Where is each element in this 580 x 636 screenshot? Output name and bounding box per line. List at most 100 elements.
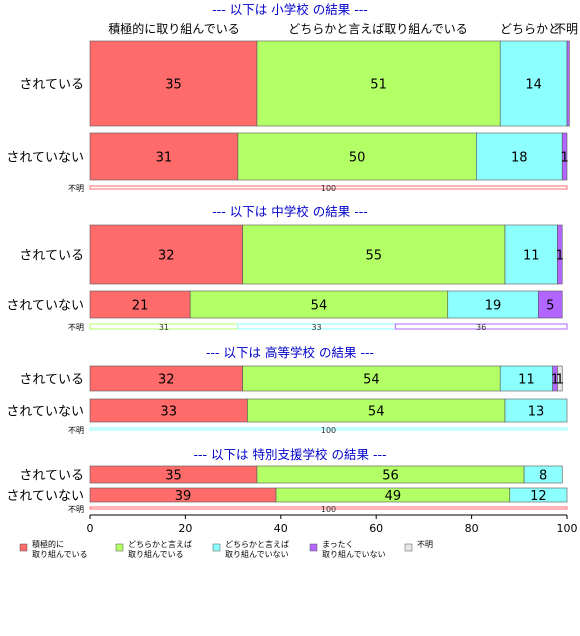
row-label: されていない [6, 151, 84, 166]
unknown-segment [89, 506, 568, 510]
legend-label: まったく [322, 540, 354, 549]
data-label: 50 [349, 151, 366, 166]
row-label: されていない [6, 489, 84, 504]
panel-title: --- 以下は 高等学校 の結果 --- [206, 345, 374, 360]
data-label: 12 [530, 489, 547, 504]
legend-label: 取り組んでいない [225, 549, 289, 559]
data-label: 21 [132, 299, 149, 314]
data-label: 49 [385, 489, 402, 504]
data-label: 18 [511, 151, 528, 166]
bar-segment [499, 40, 568, 127]
data-label: 11 [518, 373, 535, 388]
bar-segment [242, 365, 501, 392]
bar-segment [89, 224, 243, 285]
x-axis-tick-label: 0 [87, 522, 94, 535]
data-label: 54 [363, 373, 380, 388]
panel-title: --- 以下は 特別支援学校 の結果 --- [194, 447, 387, 462]
bar-segment [89, 40, 258, 127]
data-label: 31 [156, 151, 173, 166]
data-label: 33 [160, 405, 177, 420]
data-label: 14 [525, 78, 542, 93]
data-label: 35 [165, 78, 182, 93]
legend-label: 積極的に [32, 539, 64, 549]
unknown-data-label: 100 [321, 184, 336, 193]
row-label: されている [19, 469, 84, 484]
bar-segment [538, 290, 563, 319]
legend-label: 取り組んでいない [322, 549, 386, 559]
data-label: 1 [556, 373, 564, 388]
bar-segment [89, 132, 239, 181]
row-label: されている [19, 373, 84, 388]
data-label: 55 [366, 249, 383, 264]
legend-swatch [19, 543, 28, 552]
bar-segment [509, 487, 568, 503]
data-label: 8 [539, 469, 547, 484]
unknown-row-label: 不明 [68, 184, 84, 193]
top-category-label: どちらかと [500, 22, 560, 36]
data-label: 1 [556, 249, 564, 264]
data-label: 19 [485, 299, 502, 314]
legend-swatch [309, 543, 318, 552]
data-label: 1 [551, 373, 559, 388]
legend-label: 不明 [417, 540, 433, 549]
bar-segment [561, 132, 568, 181]
top-category-label: 不明 [554, 22, 578, 36]
bar-segment [189, 290, 449, 319]
x-axis-tick-label: 100 [557, 522, 578, 535]
data-label: 32 [158, 373, 175, 388]
unknown-row-label: 不明 [68, 426, 84, 435]
data-label: 39 [175, 489, 192, 504]
bar-segment [557, 365, 563, 392]
data-label: 5 [546, 299, 554, 314]
bar-segment [89, 365, 243, 392]
data-label: 54 [368, 405, 385, 420]
unknown-segment [89, 427, 568, 431]
unknown-data-label: 31 [159, 323, 169, 332]
bar-segment [523, 465, 563, 484]
bar-segment [566, 40, 570, 127]
x-axis-tick-label: 40 [274, 522, 288, 535]
top-category-label: 積極的に取り組んでいる [108, 21, 239, 36]
data-label: 51 [370, 78, 387, 93]
unknown-data-label: 100 [321, 505, 336, 514]
row-label: されていない [6, 405, 84, 420]
bar-segment [499, 365, 553, 392]
x-axis-tick-label: 20 [178, 522, 192, 535]
data-label: 56 [382, 469, 399, 484]
top-category-label: どちらかと言えば取り組んでいる [288, 22, 467, 36]
row-label: されている [19, 249, 84, 264]
unknown-row-label: 不明 [68, 505, 84, 514]
unknown-segment [89, 185, 568, 190]
data-label: 54 [311, 299, 328, 314]
bar-segment [476, 132, 563, 181]
panel-title: --- 以下は 小学校 の結果 --- [212, 2, 367, 17]
unknown-segment [394, 323, 568, 330]
bar-segment [557, 224, 563, 285]
row-label: されていない [6, 299, 84, 314]
legend-swatch [115, 543, 124, 552]
data-label: 13 [528, 405, 545, 420]
data-label: 1 [560, 151, 568, 166]
bar-segment [504, 224, 558, 285]
data-label: 35 [165, 469, 182, 484]
legend-label: どちらかと言えば [225, 539, 289, 549]
legend-label: 取り組んでいる [128, 549, 184, 559]
data-label: 11 [523, 249, 540, 264]
unknown-data-label: 36 [476, 323, 486, 332]
bar-segment [242, 224, 506, 285]
legend-swatch [212, 543, 221, 552]
legend-swatch [404, 543, 413, 552]
unknown-row-label: 不明 [68, 323, 84, 332]
row-label: されている [19, 78, 84, 93]
panel-title: --- 以下は 中学校 の結果 --- [212, 204, 367, 219]
legend-label: 取り組んでいる [32, 549, 88, 559]
legend-label: どちらかと言えば [128, 539, 192, 549]
bar-segment [237, 132, 477, 181]
data-label: 32 [158, 249, 175, 264]
x-axis-tick-label: 60 [369, 522, 383, 535]
x-axis-tick-label: 80 [465, 522, 479, 535]
unknown-data-label: 33 [311, 323, 321, 332]
bar-segment [256, 40, 501, 127]
bar-segment [504, 398, 568, 423]
